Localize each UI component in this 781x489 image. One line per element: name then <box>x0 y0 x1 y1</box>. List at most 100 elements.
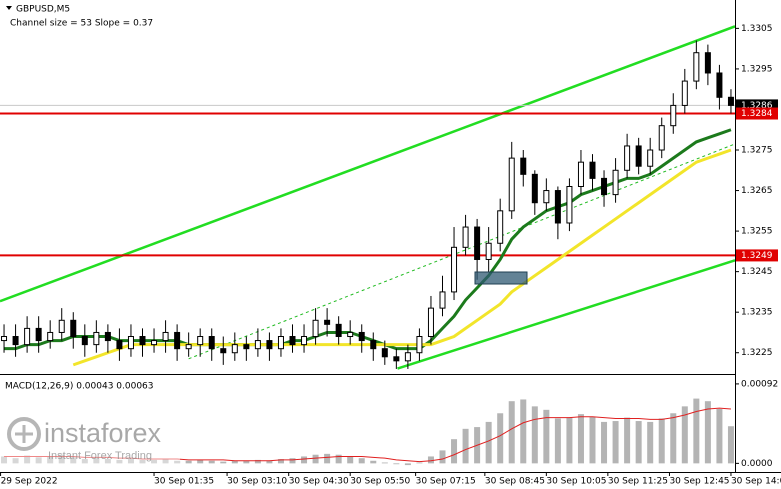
y-tick-label: 0.0000 <box>741 459 773 469</box>
x-tick-label: 30 Sep 12:45 <box>669 477 729 487</box>
candle-body <box>116 340 123 350</box>
macd-bar <box>462 428 469 464</box>
axes: 1.3225 1.3235 1.3245 1.3255 1.3265 1.3275 1.32… <box>0 24 781 487</box>
candle-body <box>185 344 192 350</box>
macd-bar <box>104 459 111 464</box>
y-tick-label: 1.3255 <box>741 227 773 237</box>
highlight-box <box>474 271 528 285</box>
y-tick-label: 1.3235 <box>741 308 773 318</box>
y-tick-label: 1.3225 <box>741 348 773 358</box>
candle-body <box>151 340 158 346</box>
macd-bar <box>208 460 215 464</box>
macd-bar <box>93 458 100 464</box>
macd-bar <box>612 421 619 464</box>
candle-body <box>12 336 19 346</box>
macd-bar <box>139 459 146 464</box>
candle-body <box>612 169 619 196</box>
candle-body <box>531 173 538 204</box>
candle-body <box>462 226 469 248</box>
x-tick-label: 30 Sep 05:50 <box>350 477 410 487</box>
trend-line <box>397 259 735 370</box>
candle-body <box>289 336 296 346</box>
y-tick-label: 1.3265 <box>741 186 773 196</box>
x-tick-label: 30 Sep 08:45 <box>485 477 545 487</box>
candle-body <box>658 125 665 151</box>
macd-bar <box>381 462 388 464</box>
candle-body <box>520 157 527 175</box>
macd-bar <box>174 460 181 464</box>
price-label-box <box>736 107 778 120</box>
candle-body <box>693 52 700 82</box>
macd-bar <box>554 418 561 464</box>
x-tick-label: 30 Sep 01:35 <box>154 477 214 487</box>
candle-body <box>127 336 134 350</box>
y-tick-label: 1.3245 <box>741 267 773 277</box>
macd-bar <box>601 421 608 464</box>
candle-body <box>81 336 88 346</box>
macd-bar <box>485 421 492 464</box>
macd-bar <box>704 401 711 464</box>
macd-bar <box>81 459 88 464</box>
macd-bar <box>566 417 573 464</box>
macd-bar <box>647 421 654 464</box>
candle-body <box>266 340 273 350</box>
candle-body <box>1 336 8 342</box>
candle-body <box>554 190 561 224</box>
macd-bar <box>404 463 411 466</box>
macd-bar <box>589 416 596 464</box>
watermark-logo <box>7 417 41 451</box>
candle-body <box>485 242 492 260</box>
macd-bar <box>577 414 584 464</box>
macd-bar <box>24 455 31 464</box>
macd-bar <box>624 417 631 464</box>
main-plot <box>0 25 735 370</box>
candle-body <box>647 149 654 167</box>
candle-body <box>358 331 365 342</box>
macd-bar <box>197 459 204 464</box>
price-label: 1.3249 <box>741 251 773 261</box>
macd-bar <box>393 463 400 465</box>
macd-bar <box>531 406 538 464</box>
macd-bar <box>289 458 296 464</box>
candle-body <box>670 104 677 127</box>
x-tick-label: 30 Sep 11:25 <box>608 477 668 487</box>
candle-body <box>508 157 515 212</box>
macd-bar <box>58 454 65 464</box>
candle-body <box>416 336 423 354</box>
candle-body <box>404 352 411 362</box>
macd-bar <box>312 454 319 464</box>
candle-body <box>335 323 342 338</box>
candle-body <box>601 177 608 196</box>
macd-bar <box>727 426 734 464</box>
candle-body <box>566 186 573 224</box>
macd-bar <box>416 462 423 464</box>
candle-body <box>577 161 584 188</box>
candle-body <box>427 307 434 338</box>
macd-bar <box>658 418 665 464</box>
macd-bar <box>439 450 446 464</box>
y-tick-label: 1.3305 <box>741 24 773 34</box>
candle-body <box>162 331 169 342</box>
macd-plot <box>1 398 734 466</box>
candle-body <box>347 331 354 338</box>
candle-body <box>139 336 146 346</box>
macd-bar <box>116 459 123 464</box>
candle-body <box>231 344 238 354</box>
macd-bar <box>243 460 250 464</box>
candle-body <box>220 348 227 354</box>
moving-average <box>4 128 732 351</box>
candle-body <box>277 336 284 350</box>
x-tick-label: 30 Sep 07:15 <box>416 477 476 487</box>
candle-body <box>451 246 458 293</box>
signal-line <box>4 407 731 463</box>
watermark-brand: instaforex <box>44 418 162 448</box>
y-tick-label: 1.3295 <box>741 64 773 74</box>
macd-bar <box>151 459 158 464</box>
candle-body <box>635 145 642 167</box>
moving-average <box>72 148 732 367</box>
macd-bar <box>12 458 19 464</box>
candle-body <box>174 331 181 350</box>
candle-body <box>589 161 596 179</box>
